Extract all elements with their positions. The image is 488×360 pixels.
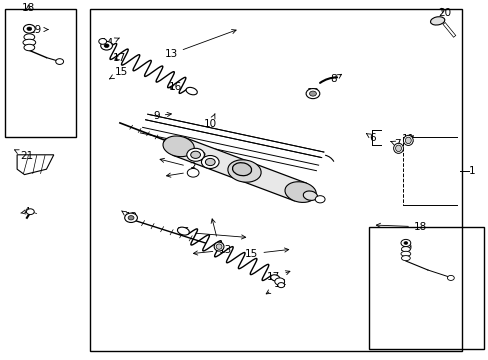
Circle shape bbox=[277, 283, 284, 288]
Circle shape bbox=[403, 242, 407, 244]
Text: 14: 14 bbox=[101, 38, 119, 48]
Circle shape bbox=[27, 27, 32, 31]
Text: 6: 6 bbox=[366, 132, 375, 143]
Circle shape bbox=[23, 24, 35, 33]
Text: 13: 13 bbox=[164, 30, 236, 59]
Ellipse shape bbox=[232, 163, 251, 176]
Circle shape bbox=[104, 44, 109, 48]
Text: 17: 17 bbox=[266, 271, 289, 282]
Text: 13: 13 bbox=[193, 245, 231, 255]
Circle shape bbox=[309, 91, 316, 96]
Circle shape bbox=[56, 59, 63, 64]
Polygon shape bbox=[172, 138, 306, 201]
Text: 5: 5 bbox=[211, 219, 222, 252]
Ellipse shape bbox=[429, 17, 444, 25]
Circle shape bbox=[201, 156, 219, 168]
Circle shape bbox=[101, 41, 112, 50]
Text: 8: 8 bbox=[330, 74, 341, 84]
Text: 15: 15 bbox=[109, 67, 128, 79]
Ellipse shape bbox=[23, 39, 36, 46]
Ellipse shape bbox=[400, 251, 410, 256]
Text: 15: 15 bbox=[244, 248, 288, 259]
Circle shape bbox=[274, 278, 284, 285]
Circle shape bbox=[128, 216, 134, 220]
Ellipse shape bbox=[403, 135, 412, 145]
Ellipse shape bbox=[163, 136, 194, 157]
Polygon shape bbox=[140, 127, 318, 171]
Bar bbox=[90, 9, 461, 351]
Text: 16: 16 bbox=[168, 82, 182, 93]
Ellipse shape bbox=[186, 87, 197, 95]
Text: 11: 11 bbox=[401, 134, 415, 144]
Ellipse shape bbox=[214, 242, 224, 251]
Ellipse shape bbox=[303, 191, 317, 201]
Polygon shape bbox=[17, 155, 54, 175]
Circle shape bbox=[99, 39, 106, 44]
Text: 4: 4 bbox=[21, 207, 30, 217]
Text: 10: 10 bbox=[203, 114, 216, 129]
Ellipse shape bbox=[401, 247, 409, 252]
Ellipse shape bbox=[401, 256, 409, 261]
Text: 2: 2 bbox=[199, 152, 206, 162]
Text: 19: 19 bbox=[399, 243, 413, 257]
Ellipse shape bbox=[395, 145, 401, 152]
Text: 19: 19 bbox=[28, 24, 48, 35]
Ellipse shape bbox=[24, 44, 35, 51]
Circle shape bbox=[124, 213, 137, 222]
Text: 3: 3 bbox=[166, 167, 195, 177]
Circle shape bbox=[190, 151, 200, 158]
Text: 14: 14 bbox=[265, 279, 287, 294]
Ellipse shape bbox=[405, 137, 410, 144]
Text: 18: 18 bbox=[376, 222, 427, 232]
Circle shape bbox=[315, 196, 325, 203]
Text: 1: 1 bbox=[468, 166, 474, 176]
Text: 12: 12 bbox=[305, 88, 319, 98]
Circle shape bbox=[205, 158, 215, 166]
Polygon shape bbox=[145, 114, 323, 158]
Bar bbox=[368, 227, 483, 349]
Circle shape bbox=[186, 148, 204, 161]
Text: 16: 16 bbox=[176, 227, 245, 239]
Circle shape bbox=[305, 89, 319, 99]
Text: 17: 17 bbox=[113, 53, 126, 63]
Circle shape bbox=[447, 275, 453, 280]
Text: 9: 9 bbox=[153, 111, 171, 121]
Ellipse shape bbox=[270, 275, 279, 281]
Circle shape bbox=[400, 239, 410, 247]
Ellipse shape bbox=[227, 160, 261, 182]
Text: 12: 12 bbox=[122, 211, 138, 222]
Text: 21: 21 bbox=[15, 150, 34, 161]
Ellipse shape bbox=[24, 34, 35, 40]
Ellipse shape bbox=[393, 143, 403, 153]
Text: 2: 2 bbox=[160, 158, 195, 172]
Text: 18: 18 bbox=[21, 3, 35, 13]
Bar bbox=[5, 9, 76, 137]
Text: 20: 20 bbox=[438, 8, 450, 18]
Text: 7: 7 bbox=[390, 139, 400, 149]
Circle shape bbox=[187, 168, 199, 177]
Ellipse shape bbox=[216, 244, 222, 249]
Ellipse shape bbox=[285, 182, 316, 202]
Circle shape bbox=[26, 209, 34, 215]
Ellipse shape bbox=[177, 227, 189, 235]
